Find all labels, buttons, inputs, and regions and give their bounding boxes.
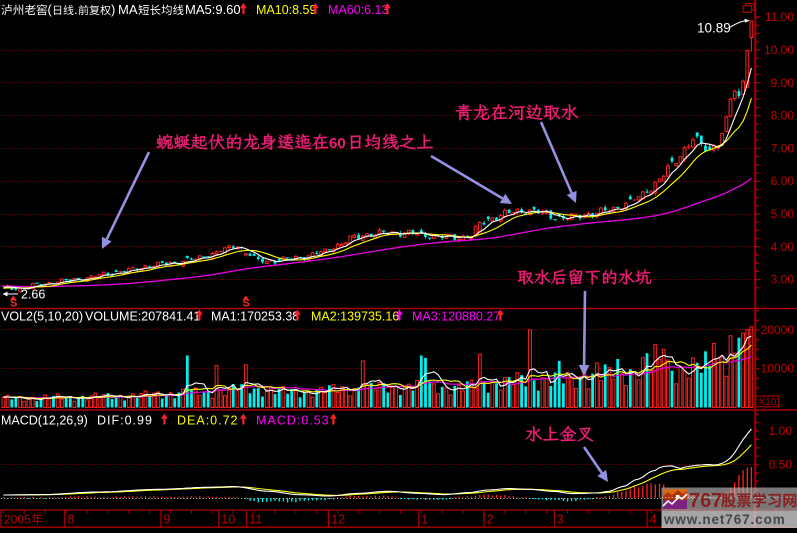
svg-text:4.00: 4.00 (771, 240, 795, 254)
svg-text:DEA:0.72: DEA:0.72 (177, 414, 239, 428)
svg-text:VOL2(5,10,20): VOL2(5,10,20) (1, 310, 83, 324)
svg-text:S: S (10, 298, 17, 310)
svg-text:1: 1 (421, 513, 428, 527)
svg-text:(: ( (48, 2, 53, 17)
svg-text:10000: 10000 (761, 362, 795, 376)
svg-text:MA1:170253.38: MA1:170253.38 (211, 310, 299, 324)
svg-text:3.00: 3.00 (771, 273, 795, 287)
svg-text:VOLUME:207841.41: VOLUME:207841.41 (85, 310, 200, 324)
svg-text:7.00: 7.00 (771, 141, 795, 155)
svg-text:.: . (74, 2, 78, 17)
svg-text:9.00: 9.00 (771, 76, 795, 90)
svg-text:3: 3 (557, 513, 564, 527)
svg-text:1.00: 1.00 (769, 424, 793, 438)
svg-text:0.50: 0.50 (769, 458, 793, 472)
svg-text:MACD:0.53: MACD:0.53 (256, 414, 330, 428)
svg-text:8.00: 8.00 (771, 109, 795, 123)
svg-text:6.00: 6.00 (771, 174, 795, 188)
svg-text:2: 2 (487, 513, 494, 527)
svg-text:8: 8 (68, 513, 75, 527)
svg-text:MA60:6.13: MA60:6.13 (328, 3, 389, 17)
svg-text:5.00: 5.00 (771, 207, 795, 221)
svg-text:9: 9 (164, 513, 171, 527)
svg-text:2005: 2005 (4, 513, 31, 527)
svg-text:4: 4 (650, 513, 657, 527)
svg-text:10: 10 (221, 513, 235, 527)
svg-text:DIF:0.99: DIF:0.99 (97, 414, 153, 428)
svg-text:20000: 20000 (761, 323, 795, 337)
svg-text:MA: MA (118, 2, 138, 17)
svg-text:2.66: 2.66 (21, 288, 45, 302)
svg-text:10.00: 10.00 (764, 43, 794, 57)
svg-text:www.net767.com: www.net767.com (663, 512, 786, 527)
svg-text:): ) (111, 2, 115, 17)
svg-text:MACD(12,26,9): MACD(12,26,9) (1, 414, 88, 428)
svg-text:12: 12 (331, 513, 345, 527)
svg-text:10.89: 10.89 (697, 21, 731, 36)
svg-text:11.00: 11.00 (765, 10, 794, 24)
svg-text:MA2:139735.16: MA2:139735.16 (311, 310, 399, 324)
svg-text:767: 767 (689, 490, 722, 512)
svg-text:11: 11 (249, 513, 262, 527)
svg-text:MA10:8.59: MA10:8.59 (256, 3, 317, 17)
svg-text:MA5:9.60: MA5:9.60 (185, 2, 241, 17)
svg-text:60: 60 (329, 135, 346, 152)
svg-text:X10: X10 (759, 397, 777, 408)
svg-text:S: S (243, 298, 250, 310)
svg-text:MA3:120880.27: MA3:120880.27 (412, 310, 500, 324)
